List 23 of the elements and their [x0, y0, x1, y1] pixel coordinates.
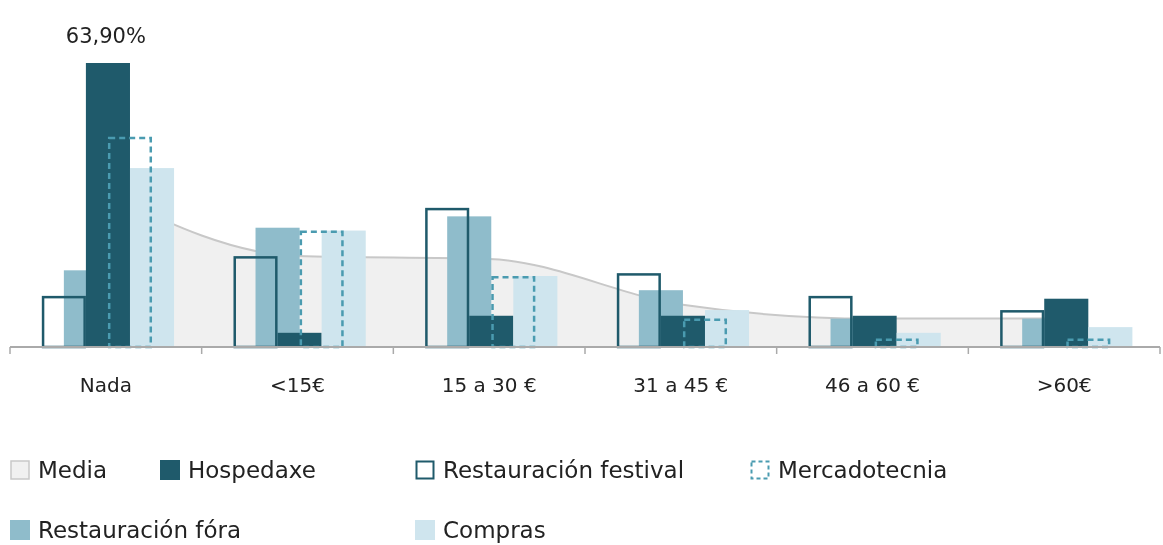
- bar: [129, 168, 175, 347]
- legend-label: Mercadotecnia: [778, 457, 948, 483]
- x-tick-label: Nada: [79, 373, 132, 397]
- x-tick-label: 46 a 60 €: [825, 373, 920, 397]
- x-tick-label: >60€: [1036, 373, 1092, 397]
- annotation: 63,90%: [65, 24, 146, 48]
- legend-label: Hospedaxe: [188, 457, 316, 483]
- legend-label: Restauración festival: [443, 457, 685, 483]
- x-tick-label: 31 a 45 €: [633, 373, 729, 397]
- bar: [1088, 327, 1133, 347]
- bar: [874, 338, 919, 349]
- bar: [513, 276, 558, 347]
- legend-label: Restauración fóra: [38, 517, 242, 543]
- legend-label: Compras: [443, 517, 546, 543]
- bar: [299, 230, 344, 349]
- legend-label: Media: [38, 457, 108, 483]
- x-tick-label: <15€: [270, 373, 325, 397]
- bar: [321, 230, 366, 347]
- bar: [491, 276, 536, 349]
- bar: [107, 136, 153, 349]
- x-tick-label: 15 a 30 €: [441, 373, 537, 397]
- bar: [704, 310, 750, 347]
- bar: [1066, 338, 1111, 349]
